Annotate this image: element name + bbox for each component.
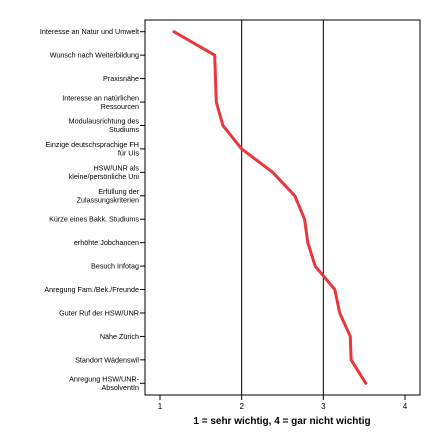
x-tick-label: 4 bbox=[403, 402, 408, 411]
category-label: Standort Wädenswil bbox=[75, 355, 139, 364]
category-label: Erfüllung der Zulassungskriterien bbox=[77, 187, 140, 205]
category-label: Praxisnähe bbox=[103, 74, 139, 83]
x-tick-label: 1 bbox=[158, 402, 163, 411]
category-label: Einzige deutschsprachige FH für UIs bbox=[46, 140, 140, 158]
series-line bbox=[172, 30, 368, 385]
category-label: HSW/UNR als kleine/persönliche Uni bbox=[69, 164, 140, 182]
category-label: Interesse an Natur und Umwelt bbox=[40, 27, 139, 36]
category-label: Nähe Zürich bbox=[100, 332, 139, 341]
category-labels: Interesse an Natur und Umwelt Wunsch nach… bbox=[40, 27, 140, 392]
category-label: erhöhte Jobchancen bbox=[74, 238, 139, 247]
x-axis-label: 1 = sehr wichtig, 4 = gar nicht wichtig bbox=[193, 416, 370, 427]
category-label: Guter Ruf der HSW/UNR bbox=[59, 308, 139, 317]
category-label: Besuch Infotag bbox=[91, 262, 139, 271]
plot-area bbox=[144, 19, 421, 396]
category-label: Wunsch nach Weiterbildung bbox=[50, 51, 139, 60]
category-label: Modulausrichtung des Studiums bbox=[69, 117, 140, 135]
category-label: Interesse an natürlichen Ressourcen bbox=[62, 93, 139, 111]
x-tick-label: 2 bbox=[239, 402, 244, 411]
category-label: Anregung Fam./Bek./Freunde bbox=[44, 285, 139, 294]
x-axis-ticks: 1 2 3 4 bbox=[158, 395, 408, 411]
category-ticks bbox=[140, 31, 145, 384]
category-label: Anregung HSW/UNR-AbsolventIn bbox=[69, 375, 140, 393]
category-label: Kürze eines Bakk. Studiums bbox=[49, 215, 139, 224]
x-tick-label: 3 bbox=[321, 402, 326, 411]
gridlines bbox=[241, 20, 324, 395]
